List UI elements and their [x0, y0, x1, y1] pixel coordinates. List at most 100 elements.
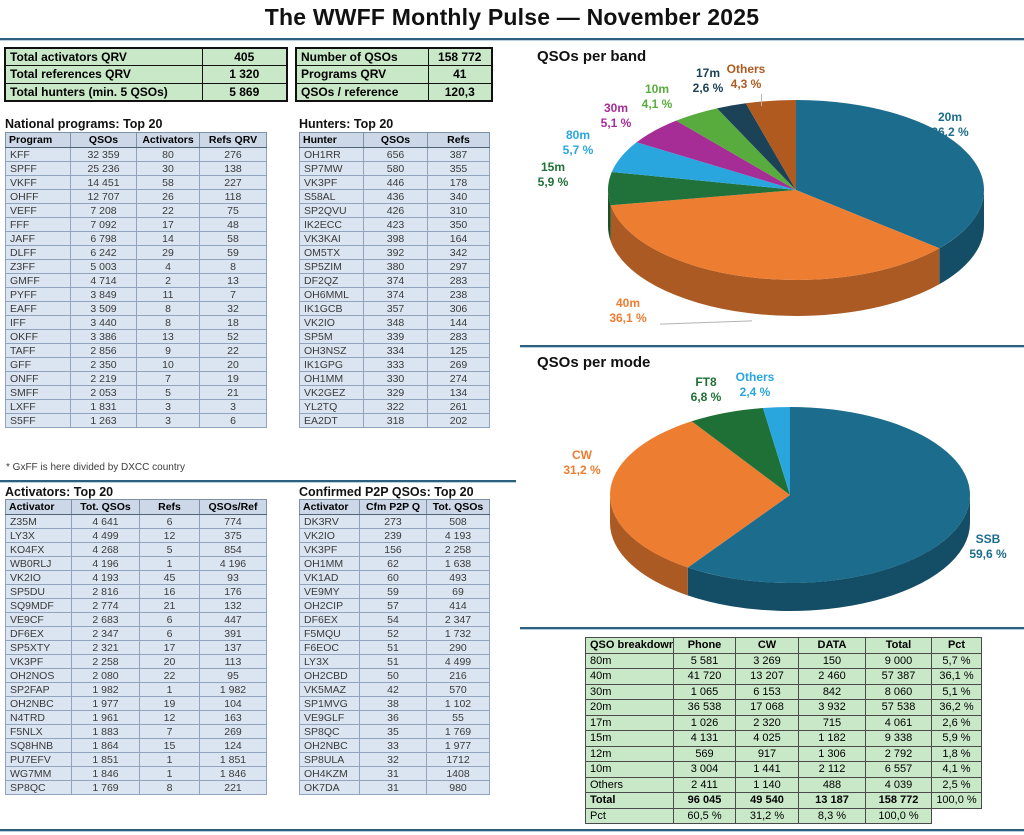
table-cell: 405	[201, 47, 288, 66]
table-cell: 15	[139, 738, 200, 753]
table-row: F5NLX 1 883 7 269	[5, 724, 267, 739]
table-cell: 1 263	[70, 413, 137, 428]
table-cell: 276	[199, 147, 267, 162]
p2p-title: Confirmed P2P QSOs: Top 20	[299, 485, 474, 499]
table-cell: 32	[199, 301, 267, 316]
table-cell: 31,2 %	[735, 807, 799, 824]
table-cell: 414	[426, 598, 490, 613]
table-row: Total references QRV 1 320	[4, 65, 288, 84]
table-cell: JAFF	[5, 231, 71, 246]
table-cell: LXFF	[5, 399, 71, 414]
table-cell: 6 242	[70, 245, 137, 260]
table-cell: 31	[359, 766, 427, 781]
qsos-per-band-pie	[608, 100, 984, 317]
column-header: Hunter	[299, 132, 364, 148]
table-cell: 318	[363, 413, 428, 428]
column-header: Refs	[427, 132, 490, 148]
table-row: OHFF 12 707 26 118	[5, 189, 267, 204]
table-cell: 508	[426, 514, 490, 529]
table-cell: 17m	[585, 714, 674, 731]
table-cell: 1 732	[426, 626, 490, 641]
table-cell: 1,8 %	[931, 745, 982, 762]
table-cell: 1	[139, 682, 200, 697]
table-cell: 9 338	[865, 730, 932, 747]
table-cell: 1 065	[673, 683, 736, 700]
table-cell: WG7MM	[5, 766, 72, 781]
table-row: 17m 1 026 2 320 715 4 061 2,6 %	[585, 714, 982, 731]
table-cell: 1 441	[735, 761, 799, 778]
table-cell: 100,0 %	[865, 807, 932, 824]
table-cell: 7 092	[70, 217, 137, 232]
table-cell: 6 798	[70, 231, 137, 246]
table-row: IK2ECC 423 350	[299, 217, 490, 232]
p2p-table: Activator Cfm P2P Q Tot. QSOs DK3RV 273 508 V…	[299, 499, 490, 795]
table-cell: 22	[136, 203, 200, 218]
table-cell: 1 961	[71, 710, 140, 725]
table-cell: TAFF	[5, 343, 71, 358]
table-row: IK1GPG 333 269	[299, 357, 490, 372]
table-cell: 1 883	[71, 724, 140, 739]
table-cell: 36	[359, 710, 427, 725]
table-row: DF6EX 2 347 6 391	[5, 626, 267, 641]
table-row: SP5XTY 2 321 17 137	[5, 640, 267, 655]
table-row: ONFF 2 219 7 19	[5, 371, 267, 386]
table-cell: 8 060	[865, 683, 932, 700]
table-row: SP5DU 2 816 16 176	[5, 584, 267, 599]
table-cell: 51	[359, 640, 427, 655]
table-cell: 2,6 %	[931, 714, 982, 731]
table-cell: 3 932	[798, 699, 866, 716]
table-cell: 348	[363, 315, 428, 330]
table-cell: 1 977	[426, 738, 490, 753]
table-cell: 261	[427, 399, 490, 414]
table-cell: OH1MM	[299, 556, 360, 571]
table-cell: 2	[136, 273, 200, 288]
table-cell: 9	[136, 343, 200, 358]
table-cell: 1 320	[201, 65, 288, 84]
table-cell: 124	[199, 738, 267, 753]
table-cell: 3 269	[735, 652, 799, 669]
table-cell: SMFF	[5, 385, 71, 400]
table-cell: 45	[139, 570, 200, 585]
table-cell: 60	[359, 570, 427, 585]
table-cell: Number of QSOs	[295, 47, 429, 66]
table-cell: 2 258	[71, 654, 140, 669]
table-cell: 20	[199, 357, 267, 372]
table-cell: SP7MW	[299, 161, 364, 176]
pie-label-17m: 17m 2,6 %	[692, 66, 724, 95]
table-row: VK3PF 446 178	[299, 175, 490, 190]
table-cell: VK1AD	[299, 570, 360, 585]
table-cell: LY3X	[299, 654, 360, 669]
table-row: DK3RV 273 508	[299, 514, 490, 529]
summary-right-table: Number of QSOs 158 772 Programs QRV 41 QSOs …	[295, 47, 493, 102]
table-cell: 488	[798, 776, 866, 793]
table-cell: 22	[199, 343, 267, 358]
table-row: Pct 60,5 % 31,2 % 8,3 % 100,0 %	[585, 807, 982, 824]
table-cell: 715	[798, 714, 866, 731]
table-cell: 1 831	[70, 399, 137, 414]
column-header: Total	[865, 637, 932, 654]
column-header: Cfm P2P Q	[359, 499, 427, 515]
table-cell: IK1GPG	[299, 357, 364, 372]
right-divider-2	[520, 627, 1024, 630]
table-row: S58AL 436 340	[299, 189, 490, 204]
table-cell: 6 153	[735, 683, 799, 700]
table-cell: 118	[199, 189, 267, 204]
table-cell	[932, 808, 982, 824]
table-cell: 216	[426, 668, 490, 683]
table-row: OH4KZM 31 1408	[299, 766, 490, 781]
table-row: IK1GCB 357 306	[299, 301, 490, 316]
table-cell: 5,7 %	[931, 652, 982, 669]
table-cell: 7	[136, 371, 200, 386]
table-row: LXFF 1 831 3 3	[5, 399, 267, 414]
table-cell: SQ8HNB	[5, 738, 72, 753]
table-cell: VK2GEZ	[299, 385, 364, 400]
table-cell: DF2QZ	[299, 273, 364, 288]
table-cell: 4 196	[71, 556, 140, 571]
table-row: OKFF 3 386 13 52	[5, 329, 267, 344]
table-cell: VEFF	[5, 203, 71, 218]
table-row: OH1MM 330 274	[299, 371, 490, 386]
table-cell: 49 540	[735, 792, 799, 809]
table-cell: EAFF	[5, 301, 71, 316]
table-cell: 12 707	[70, 189, 137, 204]
table-cell: DK3RV	[299, 514, 360, 529]
